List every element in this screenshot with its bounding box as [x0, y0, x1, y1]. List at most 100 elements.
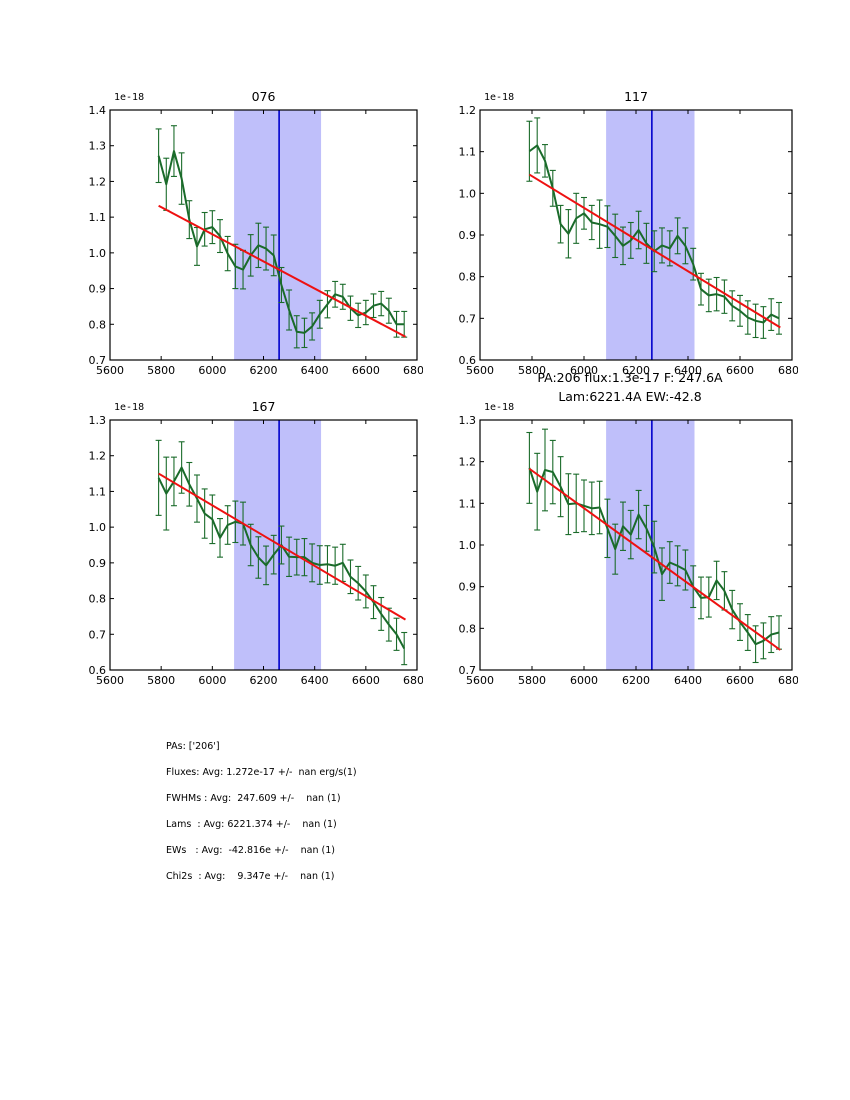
y-tick-label: 0.6	[89, 664, 107, 677]
panel-076: 1e-1807656005800600062006400660068000.70…	[78, 86, 424, 386]
y-tick-label: 1.2	[89, 450, 107, 463]
wavelength-band-region	[606, 110, 695, 360]
summary-line-ews: EWs : Avg: -42.816e +/- nan (1)	[166, 845, 336, 856]
suptitle: PA:206 flux:1.3e-17 F: 247.6A Lam:6221.4…	[537, 370, 723, 404]
y-tick-label: 1.0	[459, 187, 477, 200]
y-tick-label: 1.1	[459, 497, 477, 510]
wavelength-band-region	[234, 110, 322, 360]
y-tick-label: 1.3	[89, 140, 107, 153]
x-tick-label: 6600	[726, 364, 754, 377]
panel-117-plot: 1e-1811756005800600062006400660068000.60…	[459, 89, 799, 377]
y-tick-label: 1.0	[89, 521, 107, 534]
wavelength-band-region	[606, 420, 695, 670]
y-tick-label: 0.8	[89, 593, 107, 606]
y-axis: 0.6 0.7 0.8 0.9 1.0 1.1 1.2	[459, 104, 792, 367]
y-tick-label: 1.3	[459, 414, 477, 427]
y-tick-label: 0.8	[459, 271, 477, 284]
y-tick-label: 0.9	[89, 283, 107, 296]
x-tick-label: 5800	[147, 674, 175, 687]
y-tick-label: 1.0	[459, 539, 477, 552]
y-tick-label: 1.2	[459, 104, 477, 117]
summary-line-lams: Lams : Avg: 6221.374 +/- nan (1)	[166, 819, 337, 830]
y-tick-label: 1.2	[89, 175, 107, 188]
panel-title: 117	[624, 89, 648, 104]
x-tick-label: 6000	[198, 364, 226, 377]
data-layer	[155, 439, 408, 666]
x-tick-label: 5800	[518, 674, 546, 687]
x-tick-label: 6200	[250, 364, 278, 377]
x-tick-label: 6000	[570, 364, 598, 377]
y-tick-label: 0.9	[459, 581, 477, 594]
y-axis-offset-label: 1e-18	[114, 92, 144, 103]
y-tick-label: 0.9	[89, 557, 107, 570]
x-tick-label: 6600	[726, 674, 754, 687]
x-tick-label: 6600	[352, 674, 380, 687]
y-axis: 0.7 0.8 0.9 1.0 1.1 1.2 1.3 1.4	[89, 104, 417, 367]
panel-167: 1e-1816756005800600062006400660068000.60…	[78, 396, 424, 696]
y-tick-label: 1.1	[459, 146, 477, 159]
spectrum-data-line	[157, 466, 406, 650]
x-tick-label: 6400	[674, 674, 702, 687]
data-layer	[526, 117, 782, 339]
x-tick-label: 6400	[301, 364, 329, 377]
suptitle-line1: PA:206 flux:1.3e-17 F: 247.6A	[537, 370, 723, 385]
continuum-fit-line	[158, 204, 406, 338]
y-tick-label: 0.9	[459, 229, 477, 242]
x-tick-label: 6000	[570, 674, 598, 687]
y-tick-label: 0.7	[89, 354, 107, 367]
y-tick-label: 1.1	[89, 485, 107, 498]
panel-title: 076	[252, 89, 276, 104]
y-tick-label: 0.7	[459, 664, 477, 677]
x-tick-label: 6000	[198, 674, 226, 687]
x-tick-label: 5800	[518, 364, 546, 377]
y-axis-offset-label: 1e-18	[114, 402, 144, 413]
x-tick-label: 6200	[622, 364, 650, 377]
y-tick-label: 1.4	[89, 104, 107, 117]
x-tick-label: 6200	[622, 674, 650, 687]
summary-text-block: PAs: ['206'] Fluxes: Avg: 1.272e-17 +/- …	[166, 740, 586, 896]
y-tick-label: 0.7	[89, 628, 107, 641]
x-tick-label: 6400	[301, 674, 329, 687]
y-tick-label: 1.1	[89, 211, 107, 224]
y-axis: 0.7 0.8 0.9 1.0 1.1 1.2 1.3	[459, 414, 792, 677]
x-tick-label: 5800	[147, 364, 175, 377]
panel-117: 1e-1811756005800600062006400660068000.60…	[448, 86, 799, 386]
summary-line-chi2s: Chi2s : Avg: 9.347e +/- nan (1)	[166, 871, 335, 882]
data-layer	[526, 428, 782, 664]
x-tick-label: 5600	[96, 364, 124, 377]
y-tick-label: 0.8	[89, 318, 107, 331]
panel-076-plot: 1e-1807656005800600062006400660068000.70…	[89, 89, 424, 377]
y-tick-label: 1.3	[89, 414, 107, 427]
x-tick-label: 6400	[674, 364, 702, 377]
x-tick-label: 6600	[352, 364, 380, 377]
continuum-fit-line	[528, 173, 781, 329]
y-axis: 0.6 0.7 0.8 0.9 1.0 1.1 1.2 1.3	[89, 414, 417, 677]
y-tick-label: 0.6	[459, 354, 477, 367]
summary-line-pas: PAs: ['206']	[166, 741, 220, 752]
continuum-fit-line	[158, 472, 406, 621]
y-tick-label: 0.7	[459, 312, 477, 325]
summary-line-fluxes: Fluxes: Avg: 1.272e-17 +/- nan erg/s(1)	[166, 767, 357, 778]
panel-title: 167	[252, 399, 276, 414]
x-tick-label: 5600	[466, 674, 494, 687]
x-tick-label: 6200	[250, 674, 278, 687]
data-layer	[155, 125, 408, 349]
summary-line-fwhms: FWHMs : Avg: 247.609 +/- nan (1)	[166, 793, 341, 804]
suptitle-line2: Lam:6221.4A EW:-42.8	[558, 389, 701, 404]
panel-167-plot: 1e-1816756005800600062006400660068000.60…	[89, 399, 424, 687]
x-tick-label: 5600	[96, 674, 124, 687]
y-tick-label: 1.0	[89, 247, 107, 260]
y-tick-label: 0.8	[459, 622, 477, 635]
y-axis-offset-label: 1e-18	[484, 402, 514, 413]
